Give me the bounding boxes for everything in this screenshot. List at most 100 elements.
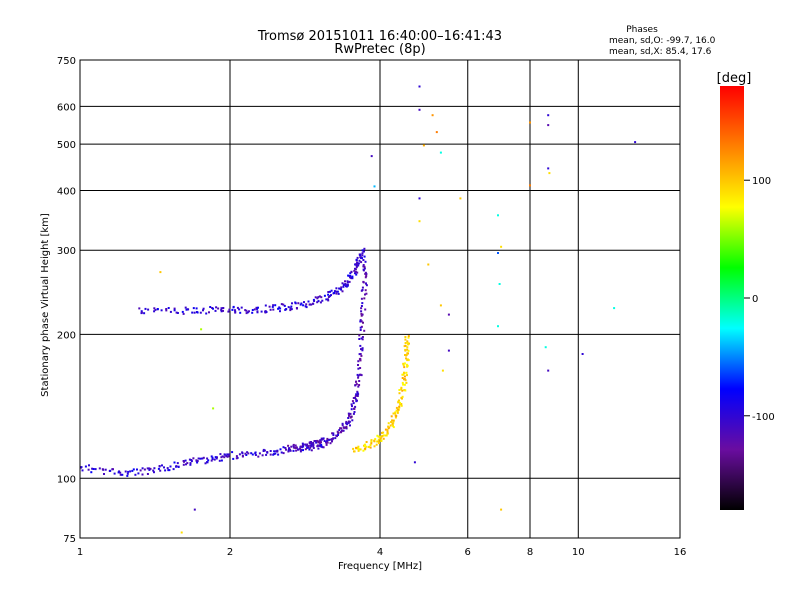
echo-mark: [356, 390, 359, 393]
echo-mark: [220, 456, 223, 459]
echo-mark: [235, 457, 238, 460]
echo-mark: [272, 304, 275, 307]
echo-mark: [397, 400, 400, 403]
echo-mark: [193, 311, 196, 314]
echo-mark: [213, 458, 216, 461]
echo-mark: [351, 275, 354, 278]
echo-mark: [338, 287, 341, 290]
echo-mark: [390, 421, 393, 423]
echo-mark: [278, 306, 281, 309]
echo-mark: [321, 446, 324, 449]
echo-mark: [373, 445, 376, 448]
echo-mark: [269, 453, 272, 456]
echo-mark: [316, 301, 319, 304]
echo-mark: [341, 290, 344, 293]
echo-mark: [296, 307, 298, 310]
echo-point: [439, 304, 442, 307]
echo-mark: [282, 446, 285, 449]
echo-point: [459, 197, 462, 200]
echo-mark: [381, 434, 384, 437]
echo-mark: [344, 426, 347, 429]
echo-mark: [350, 271, 353, 273]
echo-mark: [360, 261, 363, 264]
echo-mark: [346, 283, 349, 286]
echo-mark: [362, 268, 365, 271]
echo-mark: [405, 371, 408, 374]
echo-mark: [304, 448, 307, 451]
echo-mark: [359, 448, 362, 451]
echo-mark: [220, 310, 223, 313]
echo-mark: [357, 376, 360, 379]
echo-mark: [345, 420, 348, 423]
echo-mark: [361, 338, 364, 341]
echo-mark: [377, 440, 380, 443]
echo-mark: [175, 465, 178, 468]
echo-mark: [362, 321, 364, 324]
echo-mark: [185, 308, 188, 311]
echo-mark: [214, 309, 217, 312]
echo-mark: [335, 292, 338, 295]
echo-mark: [185, 463, 187, 466]
echo-mark: [317, 441, 320, 444]
echo-mark: [137, 472, 140, 475]
echo-point: [180, 531, 183, 534]
echo-point: [413, 461, 416, 464]
echo-mark: [363, 267, 366, 270]
echo-mark: [283, 304, 286, 307]
echo-mark: [395, 414, 398, 417]
echo-mark: [148, 467, 151, 470]
echo-mark: [169, 465, 172, 468]
echo-mark: [313, 440, 316, 442]
echo-mark: [386, 429, 389, 432]
echo-mark: [284, 308, 287, 311]
echo-mark: [167, 469, 170, 472]
echo-mark: [292, 449, 295, 452]
echo-mark: [288, 447, 290, 450]
echo-mark: [396, 410, 399, 412]
echo-mark: [365, 441, 368, 443]
echo-mark: [404, 354, 406, 356]
echo-mark: [398, 389, 401, 391]
echo-mark: [246, 451, 249, 454]
echo-mark: [377, 435, 380, 438]
echo-mark: [269, 450, 272, 452]
echo-mark: [376, 434, 379, 437]
echo-mark: [182, 463, 185, 466]
echo-mark: [140, 311, 143, 314]
echo-mark: [227, 453, 230, 456]
echo-mark: [256, 307, 258, 310]
echo-mark: [327, 293, 330, 296]
echo-mark: [119, 471, 122, 474]
echo-mark: [373, 439, 376, 442]
echo-mark: [266, 451, 269, 454]
echo-mark: [354, 272, 356, 275]
echo-mark: [191, 311, 194, 314]
echo-mark: [317, 300, 320, 303]
echo-mark: [143, 312, 146, 315]
echo-mark: [247, 452, 250, 455]
echo-mark: [401, 395, 404, 398]
echo-mark: [315, 440, 318, 442]
echo-mark: [169, 310, 172, 313]
echo-mark: [295, 449, 298, 452]
echo-mark: [176, 312, 179, 314]
echo-mark: [404, 379, 407, 382]
echo-mark: [342, 285, 345, 288]
echo-mark: [350, 408, 353, 411]
echo-mark: [359, 254, 361, 256]
echo-mark: [277, 307, 280, 310]
echo-mark: [319, 301, 322, 304]
echo-mark: [361, 349, 364, 352]
echo-mark: [357, 385, 360, 388]
echo-mark: [358, 334, 361, 337]
echo-mark: [245, 454, 248, 456]
echo-mark: [353, 407, 356, 410]
echo-mark: [401, 389, 404, 392]
echo-mark: [305, 444, 308, 447]
echo-mark: [182, 312, 185, 315]
echo-mark: [246, 311, 249, 314]
echo-mark: [279, 307, 282, 310]
echo-mark: [352, 412, 355, 415]
echo-point: [370, 155, 373, 158]
echo-mark: [379, 435, 382, 438]
